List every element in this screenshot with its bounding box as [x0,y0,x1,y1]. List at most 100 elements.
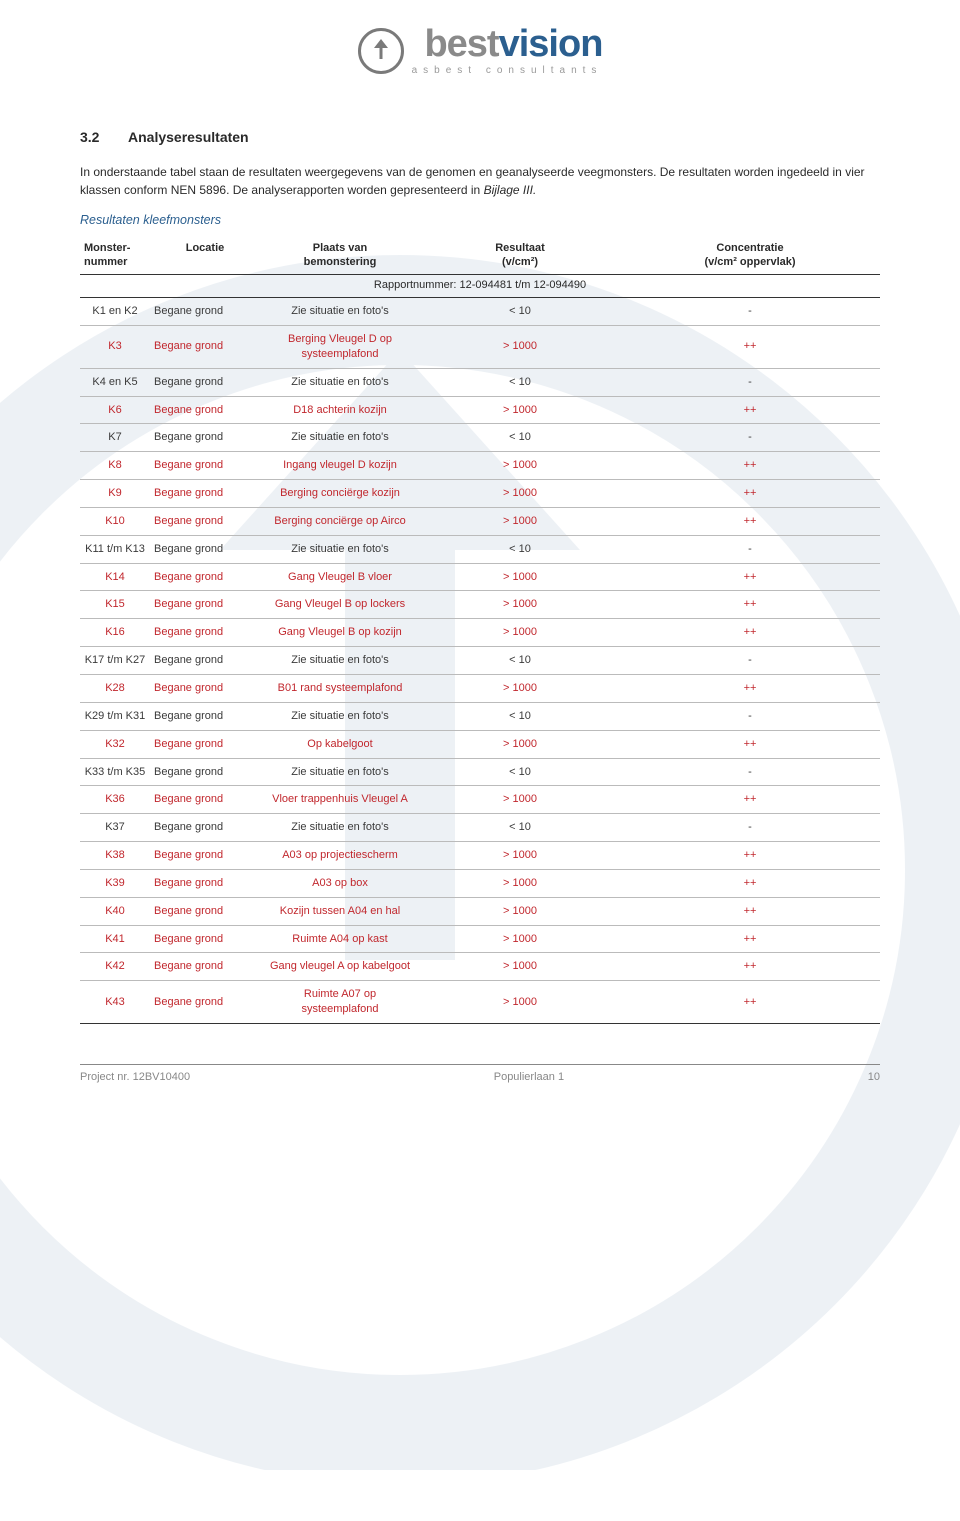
table-row: K7Begane grondZie situatie en foto's< 10… [80,424,880,452]
table-cell: ++ [620,981,880,1024]
intro-text: In onderstaande tabel staan de resultate… [80,165,865,197]
table-cell: Begane grond [150,298,260,326]
table-cell: Begane grond [150,675,260,703]
table-cell: Begane grond [150,591,260,619]
table-row: K29 t/m K31Begane grondZie situatie en f… [80,702,880,730]
table-cell: ++ [620,897,880,925]
table-cell: Berging conciërge kozijn [260,480,420,508]
table-row: K42Begane grondGang vleugel A op kabelgo… [80,953,880,981]
table-cell: D18 achterin kozijn [260,396,420,424]
table-cell: - [620,647,880,675]
table-row: K3Begane grondBerging Vleugel D op syste… [80,326,880,369]
page-footer: Project nr. 12BV10400 Populierlaan 1 10 [80,1064,880,1083]
table-cell: K37 [80,814,150,842]
table-row: K32Begane grondOp kabelgoot> 1000++ [80,730,880,758]
table-cell: K4 en K5 [80,368,150,396]
table-cell: Begane grond [150,702,260,730]
table-cell: K41 [80,925,150,953]
logo-text-prefix: best [424,23,498,65]
logo-icon [358,28,404,74]
table-cell: < 10 [420,298,620,326]
table-cell: K8 [80,452,150,480]
table-cell: - [620,758,880,786]
table-cell: Begane grond [150,535,260,563]
table-cell: ++ [620,452,880,480]
table-cell: > 1000 [420,591,620,619]
table-cell: > 1000 [420,869,620,897]
table-row: K11 t/m K13Begane grondZie situatie en f… [80,535,880,563]
table-cell: Begane grond [150,842,260,870]
table-row: K1 en K2Begane grondZie situatie en foto… [80,298,880,326]
section-num: 3.2 [80,129,128,145]
table-cell: ++ [620,786,880,814]
table-cell: Begane grond [150,368,260,396]
table-cell: Zie situatie en foto's [260,535,420,563]
table-row: K41Begane grondRuimte A04 op kast> 1000+… [80,925,880,953]
table-cell: K36 [80,786,150,814]
footer-right: 10 [868,1071,880,1083]
table-cell: K10 [80,507,150,535]
table-row: K17 t/m K27Begane grondZie situatie en f… [80,647,880,675]
table-cell: Zie situatie en foto's [260,814,420,842]
table-cell: Gang Vleugel B vloer [260,563,420,591]
logo: bestvision asbest consultants [80,20,880,79]
table-cell: ++ [620,591,880,619]
table-row: K43Begane grondRuimte A07 op systeemplaf… [80,981,880,1024]
table-cell: K9 [80,480,150,508]
table-cell: Begane grond [150,647,260,675]
col-header-nr: Monster-nummer [80,235,150,275]
table-cell: Ruimte A04 op kast [260,925,420,953]
table-cell: > 1000 [420,396,620,424]
table-cell: < 10 [420,424,620,452]
table-cell: Kozijn tussen A04 en hal [260,897,420,925]
table-cell: Begane grond [150,758,260,786]
intro-italic: Bijlage III. [484,183,537,197]
table-row: K9Begane grondBerging conciërge kozijn> … [80,480,880,508]
table-cell: K43 [80,981,150,1024]
intro-paragraph: In onderstaande tabel staan de resultate… [80,163,880,199]
col-header-plaats: Plaats vanbemonstering [260,235,420,275]
table-cell: Begane grond [150,326,260,369]
table-cell: ++ [620,869,880,897]
table-cell: K32 [80,730,150,758]
table-row: K8Begane grondIngang vleugel D kozijn> 1… [80,452,880,480]
table-cell: ++ [620,842,880,870]
table-cell: < 10 [420,814,620,842]
table-row: K37Begane grondZie situatie en foto's< 1… [80,814,880,842]
logo-subtitle: asbest consultants [412,65,603,76]
table-row: K33 t/m K35Begane grondZie situatie en f… [80,758,880,786]
table-cell: > 1000 [420,480,620,508]
table-cell: > 1000 [420,842,620,870]
table-row: K16Begane grondGang Vleugel B op kozijn>… [80,619,880,647]
table-cell: K7 [80,424,150,452]
section-heading: 3.2Analyseresultaten [80,129,880,145]
table-cell: Ruimte A07 op systeemplafond [260,981,420,1024]
col-header-res: Resultaat(v/cm²) [420,235,620,275]
table-row: K28Begane grondB01 rand systeemplafond> … [80,675,880,703]
table-cell: ++ [620,730,880,758]
table-cell: K15 [80,591,150,619]
table-cell: A03 op projectiescherm [260,842,420,870]
table-row: K6Begane grondD18 achterin kozijn> 1000+… [80,396,880,424]
table-cell: K38 [80,842,150,870]
footer-center: Populierlaan 1 [494,1071,564,1083]
table-cell: > 1000 [420,925,620,953]
table-cell: > 1000 [420,452,620,480]
table-cell: K16 [80,619,150,647]
table-cell: K6 [80,396,150,424]
table-cell: ++ [620,480,880,508]
table-cell: Begane grond [150,424,260,452]
table-cell: Begane grond [150,869,260,897]
table-cell: Begane grond [150,953,260,981]
rapport-number: Rapportnummer: 12-094481 t/m 12-094490 [80,275,880,298]
col-header-loc: Locatie [150,235,260,275]
table-cell: > 1000 [420,981,620,1024]
table-row: K4 en K5Begane grondZie situatie en foto… [80,368,880,396]
table-cell: Begane grond [150,480,260,508]
footer-left: Project nr. 12BV10400 [80,1071,190,1083]
table-cell: Berging Vleugel D op systeemplafond [260,326,420,369]
table-cell: > 1000 [420,619,620,647]
table-cell: < 10 [420,702,620,730]
table-cell: ++ [620,326,880,369]
table-cell: Gang Vleugel B op kozijn [260,619,420,647]
